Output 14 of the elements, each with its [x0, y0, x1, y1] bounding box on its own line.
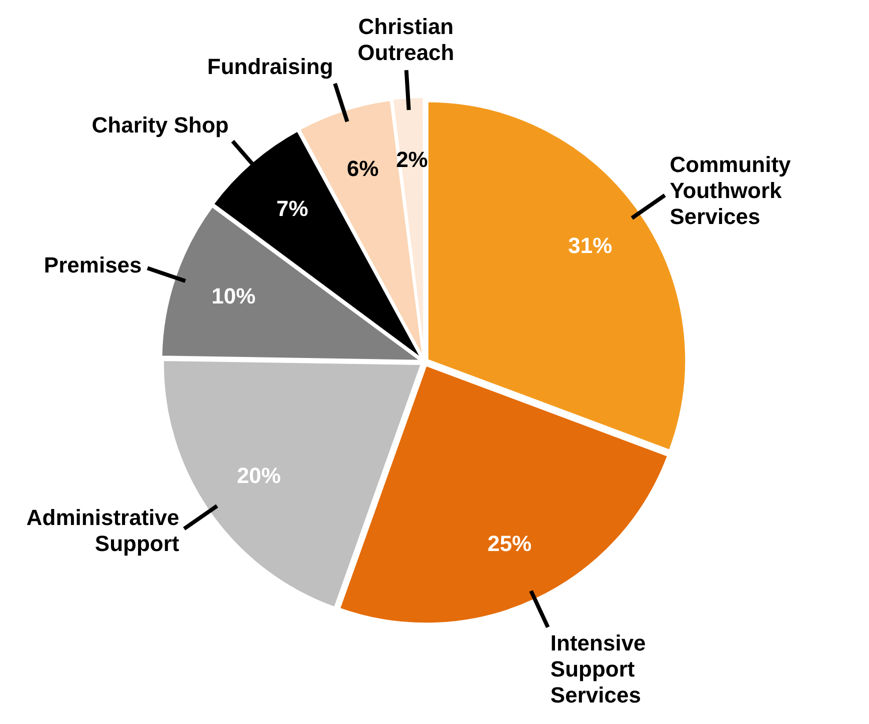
slice-label: Charity Shop: [92, 112, 229, 138]
data-label: 20%: [236, 463, 281, 488]
data-label: 6%: [346, 156, 379, 182]
slice-label: Community Youthwork Services: [670, 152, 792, 229]
slice-label: Christian Outreach: [358, 14, 454, 66]
data-label: 7%: [276, 196, 308, 221]
data-label: 31%: [568, 233, 612, 258]
slice-label: Intensive Support Services: [550, 630, 646, 708]
data-label: 25%: [488, 530, 532, 556]
slice-label: Administrative Support: [26, 505, 180, 556]
data-label: 2%: [396, 146, 428, 172]
data-label: 10%: [212, 283, 256, 308]
slice-label: Fundraising: [207, 54, 334, 79]
slice-label: Premises: [44, 252, 142, 278]
